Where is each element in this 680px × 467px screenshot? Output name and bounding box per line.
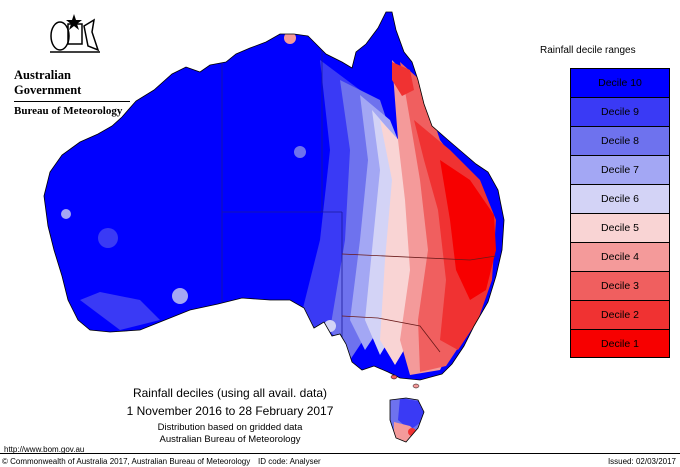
caption-period: 1 November 2016 to 28 February 2017 [126, 404, 334, 418]
legend-title: Rainfall decile ranges [540, 45, 636, 56]
website-link[interactable]: http://www.bom.gov.au [4, 445, 85, 454]
legend-item: Decile 9 [570, 97, 670, 126]
agency-divider [14, 101, 130, 102]
issued-date: Issued: 02/03/2017 [607, 457, 676, 466]
decile-legend: Decile 10 Decile 9 Decile 8 Decile 7 Decile … [570, 68, 670, 358]
caption-note-2: Australian Bureau of Meteorology [159, 434, 301, 445]
copyright-text: © Commonwealth of Australia 2017, Austra… [2, 457, 251, 466]
caption-title: Rainfall deciles (using all avail. data) [132, 386, 328, 400]
legend-item: Decile 4 [570, 242, 670, 271]
agency-logo-block: Australian Government Bureau of Meteorol… [14, 10, 134, 117]
tasmania-coastline [389, 397, 425, 443]
king-island [390, 374, 398, 380]
coat-of-arms-icon [50, 14, 100, 53]
legend-item: Decile 3 [570, 271, 670, 300]
tasmania-rainfall-field [390, 398, 424, 442]
legend-item: Decile 6 [570, 184, 670, 213]
legend-item: Decile 5 [570, 213, 670, 242]
mainland-coastline [43, 11, 505, 381]
caption-note-1: Distribution based on gridded data [157, 422, 303, 433]
legend-item: Decile 1 [570, 329, 670, 358]
legend-item: Decile 2 [570, 300, 670, 329]
id-code-text: ID code: Analyser [258, 457, 321, 466]
map-caption: Rainfall deciles (using all avail. data)… [80, 386, 380, 446]
flinders-island [412, 383, 420, 389]
government-title: Australian Government [14, 68, 82, 97]
footer-divider [0, 453, 680, 454]
legend-item: Decile 10 [570, 68, 670, 97]
bureau-title: Bureau of Meteorology [14, 105, 123, 117]
legend-item: Decile 8 [570, 126, 670, 155]
legend-item: Decile 7 [570, 155, 670, 184]
